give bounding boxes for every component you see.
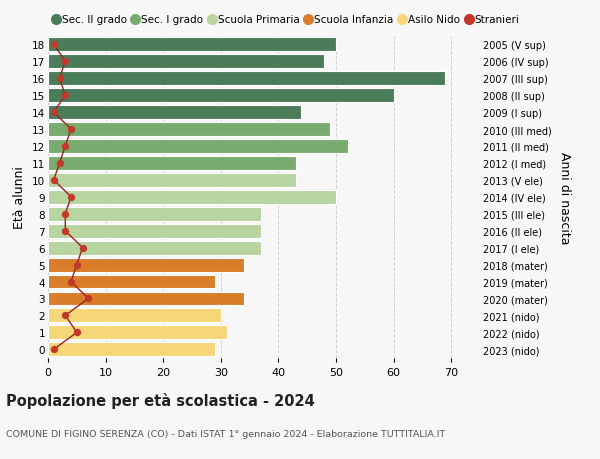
Legend: Sec. II grado, Sec. I grado, Scuola Primaria, Scuola Infanzia, Asilo Nido, Stran: Sec. II grado, Sec. I grado, Scuola Prim… <box>53 15 520 25</box>
Bar <box>48 275 215 289</box>
Point <box>55 160 64 167</box>
Bar <box>48 55 325 69</box>
Text: Popolazione per età scolastica - 2024: Popolazione per età scolastica - 2024 <box>6 392 315 409</box>
Y-axis label: Età alunni: Età alunni <box>13 166 26 229</box>
Point <box>61 58 70 66</box>
Bar <box>48 292 244 306</box>
Point <box>61 211 70 218</box>
Bar <box>48 106 301 120</box>
Bar <box>48 174 296 187</box>
Point <box>55 75 64 83</box>
Point <box>72 261 82 269</box>
Text: COMUNE DI FIGINO SERENZA (CO) - Dati ISTAT 1° gennaio 2024 - Elaborazione TUTTIT: COMUNE DI FIGINO SERENZA (CO) - Dati IST… <box>6 429 445 438</box>
Bar <box>48 258 244 272</box>
Point <box>49 109 59 117</box>
Bar <box>48 241 261 255</box>
Point <box>49 41 59 49</box>
Bar <box>48 309 221 323</box>
Point <box>72 329 82 336</box>
Point <box>78 245 88 252</box>
Point <box>49 346 59 353</box>
Y-axis label: Anni di nascita: Anni di nascita <box>558 151 571 244</box>
Point <box>66 126 76 134</box>
Bar <box>48 38 336 52</box>
Point <box>66 278 76 285</box>
Bar <box>48 326 227 340</box>
Bar <box>48 224 261 238</box>
Point <box>61 228 70 235</box>
Bar <box>48 157 296 170</box>
Point <box>66 194 76 201</box>
Bar <box>48 123 330 137</box>
Bar <box>48 140 347 154</box>
Bar <box>48 342 215 357</box>
Point <box>83 295 93 302</box>
Bar <box>48 207 261 221</box>
Bar <box>48 89 394 103</box>
Bar <box>48 190 336 204</box>
Point <box>49 177 59 184</box>
Point <box>61 143 70 150</box>
Point <box>61 92 70 100</box>
Bar <box>48 72 445 86</box>
Point <box>61 312 70 319</box>
